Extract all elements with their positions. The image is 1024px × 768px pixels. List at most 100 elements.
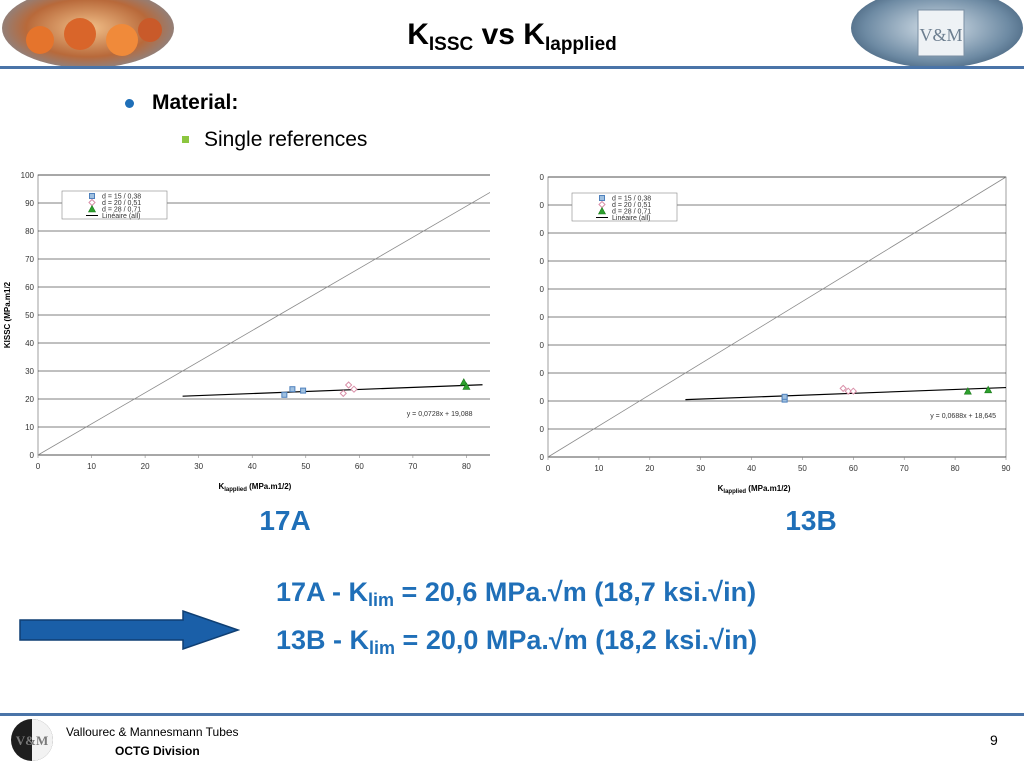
data-point [781,393,788,400]
legend-entry: d = 28 / 0,71 [102,207,141,214]
data-point [844,387,852,395]
y-axis-label: KISSC (MPa.m1/2 [3,281,12,348]
y-tick-label: 10 [25,423,34,432]
legend-marker [597,206,607,215]
x-tick-label: 30 [194,462,203,471]
y-tick-label: 60 [25,283,34,292]
x-tick-label: 80 [462,462,471,471]
footer-rule [0,713,1024,716]
x-axis-label: KIapplied (MPa.m1/2) [718,484,791,495]
y-tick-label: 0 [540,229,545,238]
legend-marker [599,195,605,201]
vm-logo: V&M [10,718,54,762]
data-point [849,387,858,395]
chart-svg: 0102030405060708090100010203040506070809… [3,171,490,493]
data-point [339,389,347,398]
x-tick-label: 50 [301,462,310,471]
x-tick-label: 0 [546,464,551,473]
x-tick-label: 70 [900,464,909,473]
legend-box [61,190,168,220]
footer-logo-text: V&M [16,733,49,748]
trendline [182,384,483,397]
x-tick-label: 30 [696,464,705,473]
y-tick-label: 0 [540,453,545,462]
result-17a: 17A - Klim = 20,6 MPa.√m (18,7 ksi.√in) [276,577,757,610]
bullet-dot-icon [125,99,134,108]
x-tick-label: 40 [747,464,756,473]
x-tick-label: 10 [594,464,603,473]
y-tick-label: 70 [25,255,34,264]
reference-line [547,176,1007,458]
trendline [685,386,1007,401]
x-tick-label: 60 [355,462,364,471]
legend-entry: d = 28 / 0,71 [612,209,651,216]
x-tick-label: 20 [141,462,150,471]
y-tick-label: 0 [540,313,545,322]
y-tick-label: 90 [25,199,34,208]
y-tick-label: 0 [540,341,545,350]
y-tick-label: 40 [25,339,34,348]
legend-entry: d = 20 / 0,51 [612,202,651,209]
page-title: KISSC vs KIapplied [407,18,617,55]
x-axis-label: KIapplied (MPa.m1/2) [218,482,291,493]
header-rule [0,66,1024,69]
x-tick-label: 0 [36,462,41,471]
chart-13b: 0 0 0 0 0 0 0 0 0 0 0 0 10 20 30 40 50 60 70 80 90 y = 0,0688… [524,163,1014,503]
y-tick-label: 0 [540,369,545,378]
x-tick-label: 40 [248,462,257,471]
trendline-equation: y = 0,0728x + 19,088 [407,411,473,418]
y-tick-label: 0 [540,257,545,266]
y-tick-label: 0 [30,451,35,460]
bullet-single-references: Single references [204,128,368,151]
chart-label-13b: 13B [785,505,837,536]
legend-entry: Linéaire (all) [102,213,141,220]
x-tick-label: 70 [408,462,417,471]
y-tick-label: 30 [25,367,34,376]
data-point [344,381,353,389]
y-tick-label: 0 [540,285,545,294]
y-tick-label: 0 [540,397,545,406]
data-point [839,384,847,393]
x-tick-label: 80 [951,464,960,473]
data-point [462,382,471,390]
header-image-globe: V&M [850,0,1024,68]
chart-label-17a: 17A [259,505,311,536]
x-tick-label: 50 [798,464,807,473]
x-tick-label: 10 [87,462,96,471]
reference-line [37,191,490,456]
x-tick-label: 60 [849,464,858,473]
x-tick-label: 20 [645,464,654,473]
data-point [350,385,358,393]
trendline-equation: y = 0,0688x + 18,645 [930,413,996,420]
y-tick-label: 0 [540,425,545,434]
y-tick-label: 50 [25,311,34,320]
data-point [300,387,307,394]
footer-company: Vallourec & Mannesmann Tubes [66,725,239,739]
data-point [289,386,296,393]
y-tick-label: 20 [25,395,34,404]
legend-marker [87,204,97,213]
y-tick-label: 80 [25,227,34,236]
page-number: 9 [990,732,998,748]
chart-17a: 0102030405060708090100010203040506070809… [0,163,490,503]
legend-entry: d = 15 / 0,38 [612,196,651,203]
legend-marker [89,193,95,199]
data-point [963,387,972,395]
bullet-square-icon [182,136,189,143]
footer-division: OCTG Division [115,744,200,758]
y-tick-label: 0 [540,173,545,182]
data-point [984,385,993,394]
legend-entry: d = 15 / 0,38 [102,194,141,201]
data-point [281,391,288,398]
arrow-icon [18,609,241,651]
result-13b: 13B - Klim = 20,0 MPa.√m (18,2 ksi.√in) [276,625,758,658]
bullet-material: Material: [152,91,239,114]
x-tick-label: 90 [1002,464,1011,473]
header-image-pipes [0,0,175,68]
legend-entry: d = 20 / 0,51 [102,200,141,207]
data-point [459,378,468,386]
legend-entry: Linéaire (all) [612,215,651,222]
legend-box [571,192,678,222]
y-tick-label: 0 [540,201,545,210]
